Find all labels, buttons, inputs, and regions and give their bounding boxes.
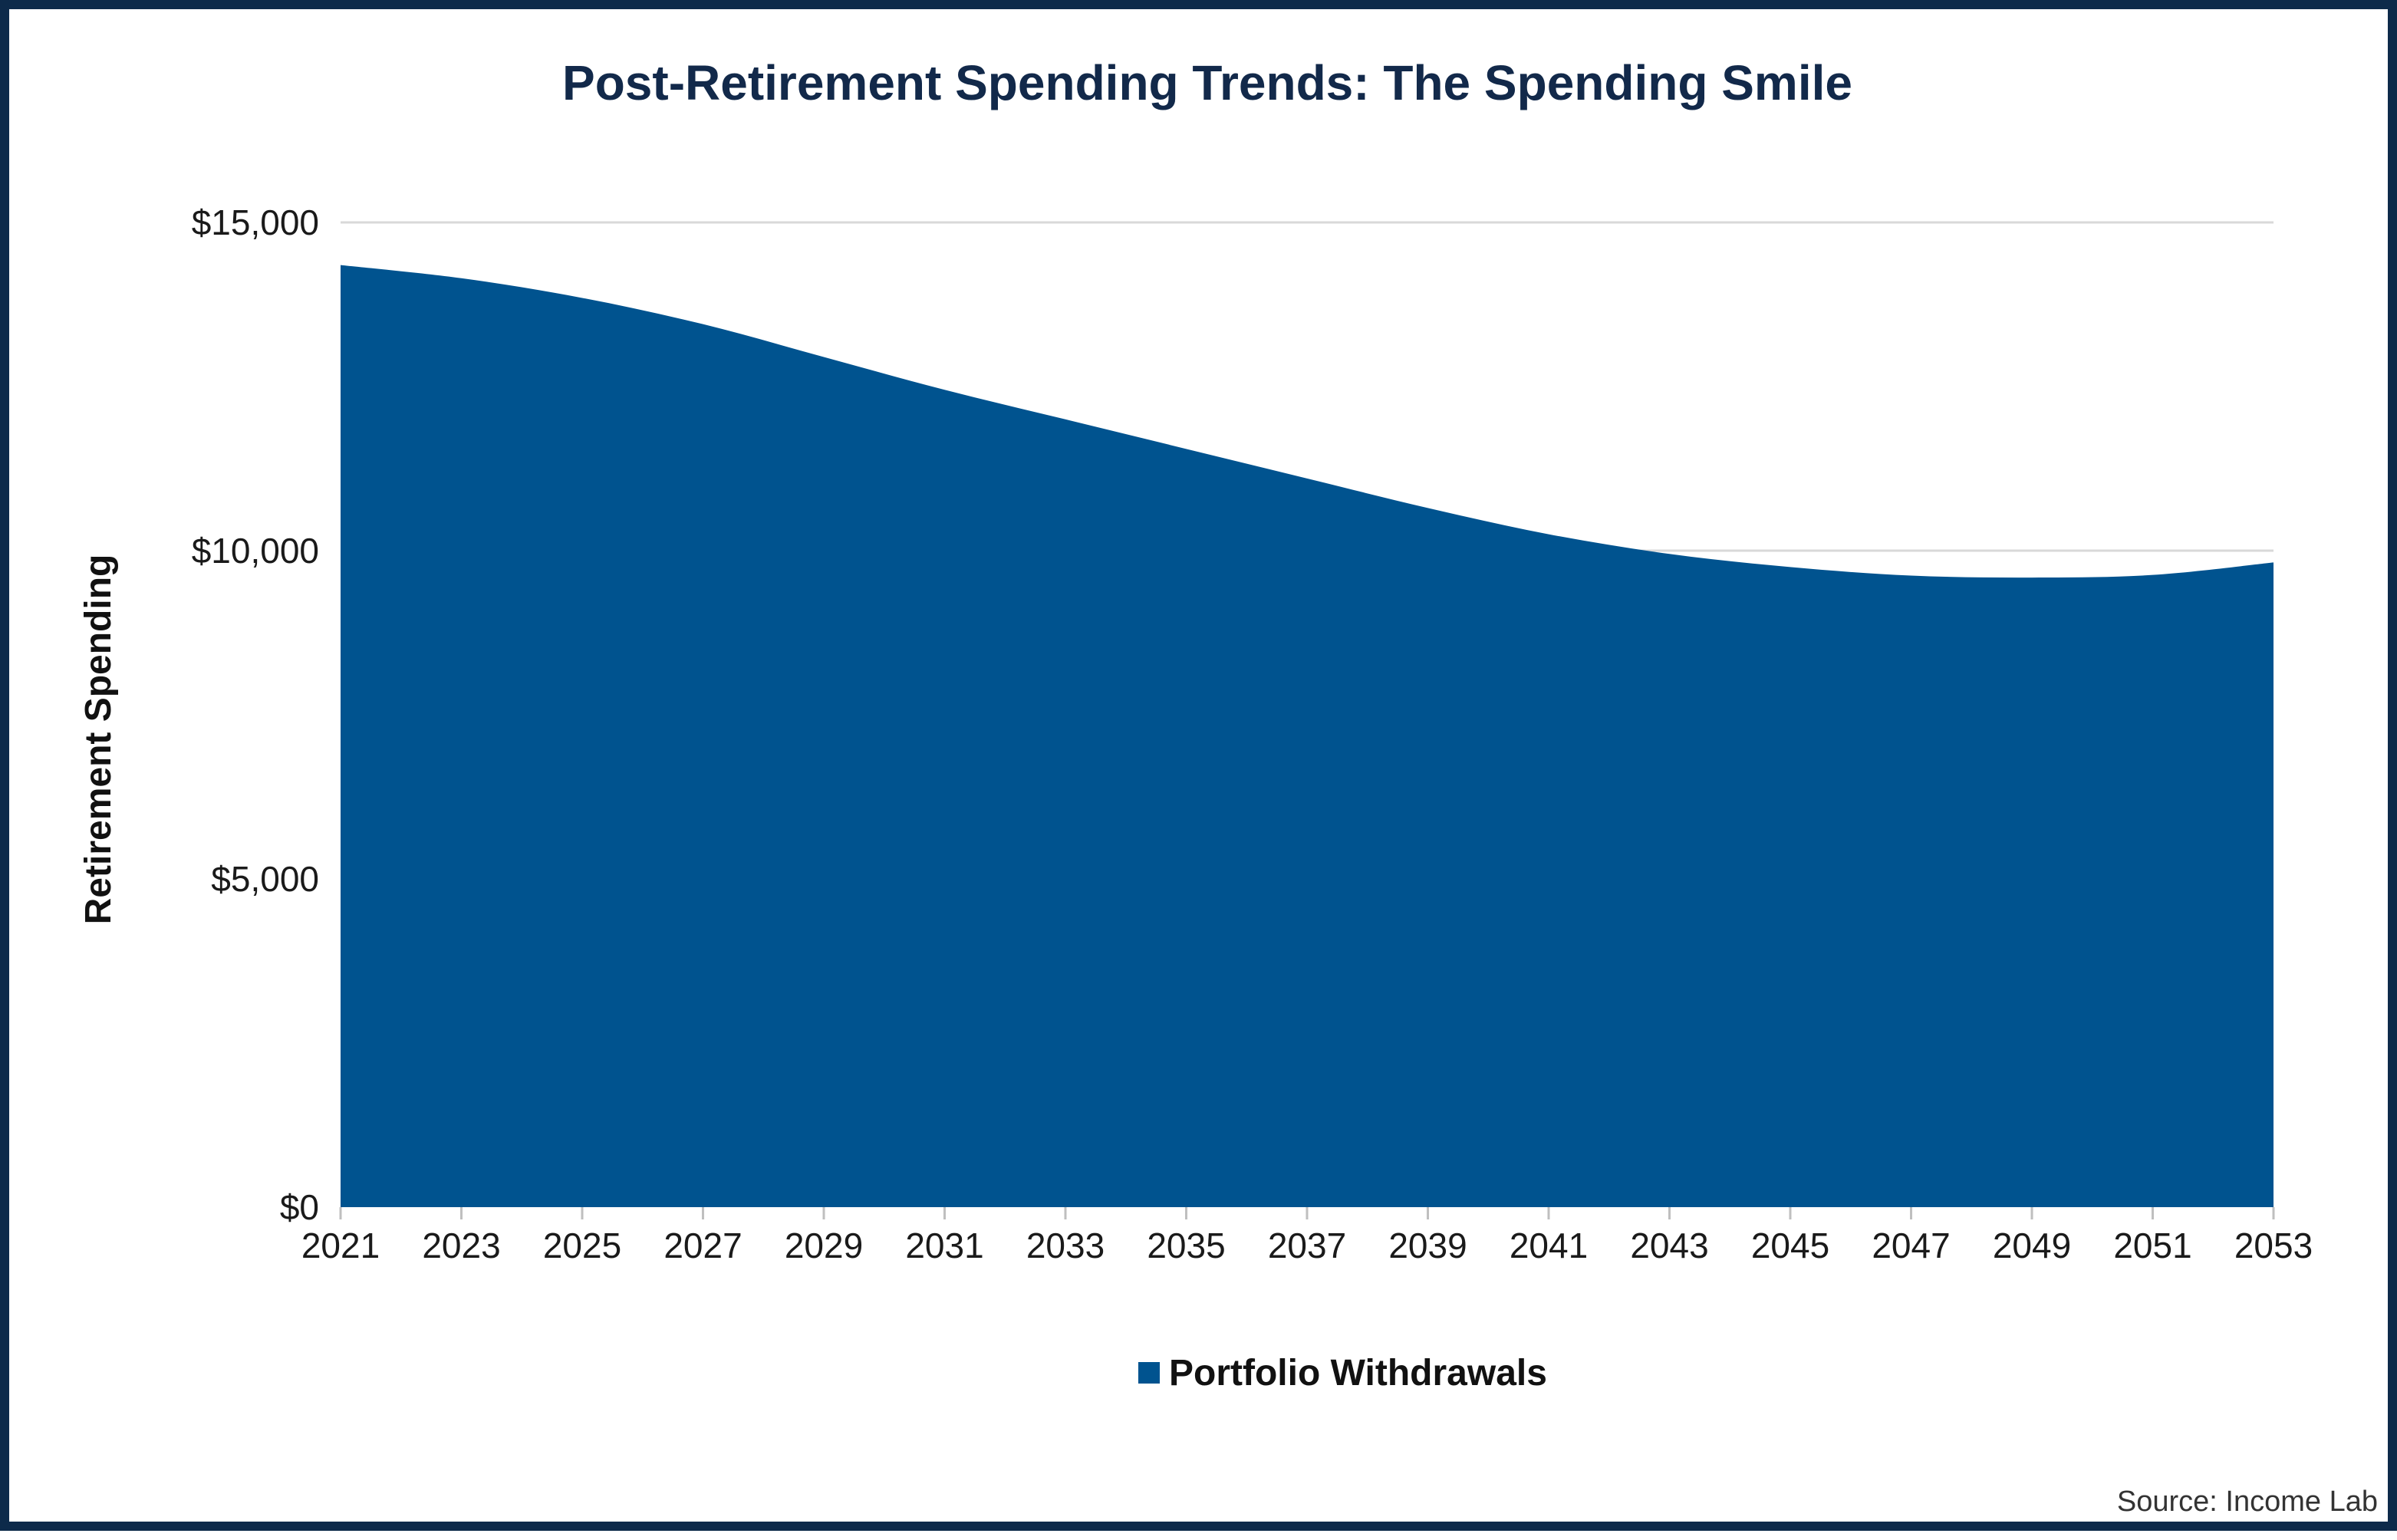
x-tick-label: 2041 bbox=[1510, 1226, 1588, 1265]
x-tick-label: 2027 bbox=[663, 1226, 742, 1265]
x-tick-label: 2045 bbox=[1751, 1226, 1829, 1265]
x-tick-label: 2043 bbox=[1630, 1226, 1708, 1265]
x-tick-label: 2047 bbox=[1872, 1226, 1950, 1265]
x-tick-label: 2031 bbox=[905, 1226, 983, 1265]
chart-canvas: Post-Retirement Spending Trends: The Spe… bbox=[78, 55, 2378, 1518]
y-axis-label: Retirement Spending bbox=[78, 554, 119, 925]
x-tick-label: 2051 bbox=[2113, 1226, 2191, 1265]
legend-label: Portfolio Withdrawals bbox=[1169, 1353, 1547, 1394]
y-tick-label: $0 bbox=[280, 1187, 319, 1227]
x-tick-label: 2033 bbox=[1026, 1226, 1105, 1265]
x-tick-label: 2049 bbox=[1993, 1226, 2071, 1265]
x-tick-label: 2029 bbox=[785, 1226, 863, 1265]
source-note: Source: Income Lab bbox=[2117, 1486, 2378, 1518]
x-tick-label: 2053 bbox=[2234, 1226, 2313, 1265]
x-tick-label: 2021 bbox=[301, 1226, 380, 1265]
x-tick-label: 2039 bbox=[1388, 1226, 1467, 1265]
x-axis: 2021 2023 2025 2027 2029 2031 2033 2035 2037 2039… bbox=[301, 1207, 2313, 1265]
legend: Portfolio Withdrawals bbox=[1138, 1353, 1547, 1394]
x-tick-label: 2025 bbox=[543, 1226, 621, 1265]
y-axis: $0 $5,000 $10,000 $15,000 bbox=[192, 202, 319, 1227]
y-tick-label: $15,000 bbox=[192, 202, 319, 242]
legend-swatch bbox=[1138, 1362, 1160, 1384]
area-series bbox=[341, 265, 2274, 1207]
area-portfolio-withdrawals bbox=[341, 265, 2274, 1207]
y-tick-label: $5,000 bbox=[211, 859, 319, 899]
x-tick-label: 2023 bbox=[422, 1226, 500, 1265]
x-tick-label: 2035 bbox=[1147, 1226, 1225, 1265]
y-tick-label: $10,000 bbox=[192, 531, 319, 571]
chart-title: Post-Retirement Spending Trends: The Spe… bbox=[562, 55, 1852, 110]
x-tick-label: 2037 bbox=[1268, 1226, 1346, 1265]
